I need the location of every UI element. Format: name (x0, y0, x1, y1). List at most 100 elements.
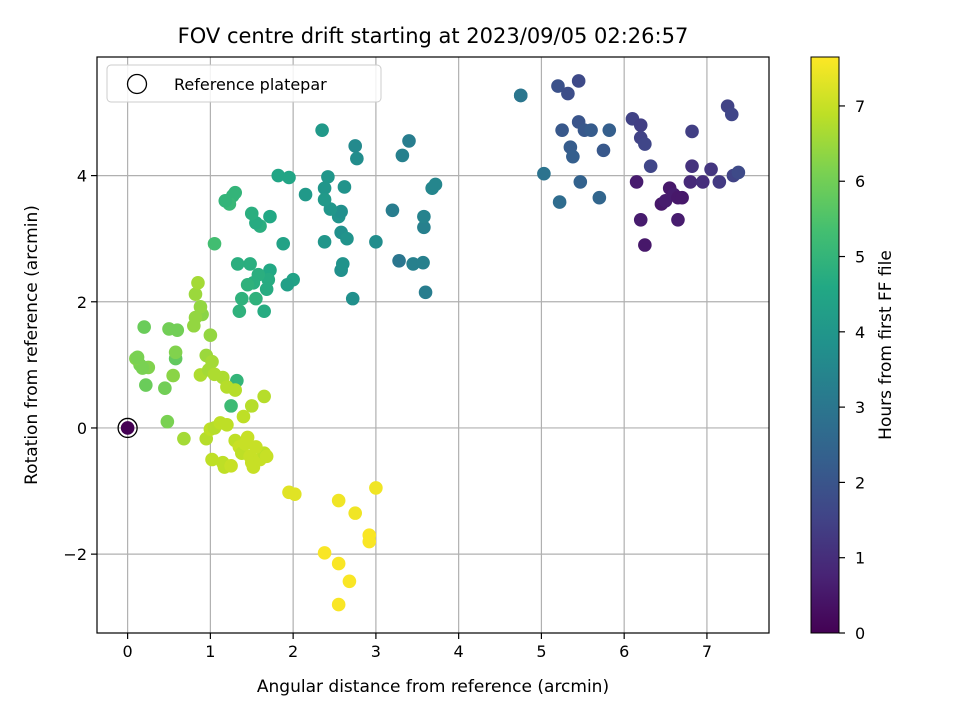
data-point (130, 350, 145, 365)
data-point (418, 285, 433, 300)
x-tick-label: 1 (205, 642, 215, 661)
data-point (551, 79, 565, 93)
data-point (685, 159, 699, 173)
data-point (335, 257, 350, 271)
data-point (177, 431, 191, 446)
chart-title: FOV centre drift starting at 2023/09/05 … (178, 24, 689, 48)
data-point (675, 190, 689, 205)
y-tick-label: 0 (77, 419, 87, 438)
data-point (228, 383, 243, 397)
data-point (695, 175, 710, 189)
data-point (342, 574, 357, 589)
data-point (552, 195, 567, 209)
data-point (317, 546, 332, 560)
colorbar-tick-label: 1 (855, 549, 865, 568)
data-point (120, 421, 135, 435)
data-point (139, 378, 153, 392)
data-point (188, 287, 203, 302)
colorbar-ticks: 0 1 2 3 4 5 6 7 (839, 97, 865, 643)
data-point (416, 255, 430, 270)
x-tick-label: 6 (619, 642, 629, 661)
data-point (369, 481, 383, 495)
x-tick-label: 2 (288, 642, 298, 661)
data-point (685, 124, 699, 139)
data-point (276, 236, 291, 251)
colorbar-tick-label: 7 (855, 97, 865, 116)
colorbar-tick-label: 4 (855, 323, 865, 342)
data-point (317, 192, 332, 207)
data-point (724, 107, 739, 122)
data-point (244, 206, 259, 221)
data-point (224, 399, 238, 413)
data-point (369, 235, 383, 249)
data-point (259, 449, 274, 464)
data-point (203, 328, 218, 343)
y-axis-label: Rotation from reference (arcmin) (22, 205, 42, 485)
data-point (193, 300, 208, 314)
data-point (271, 168, 286, 183)
data-point (731, 165, 746, 180)
data-point (244, 399, 259, 413)
data-point (224, 459, 238, 473)
data-point (230, 257, 245, 271)
data-point (428, 177, 443, 192)
data-point (331, 556, 346, 571)
y-tick-label: 4 (77, 167, 87, 186)
data-point (596, 143, 611, 158)
data-point (385, 203, 400, 218)
colorbar-label: Hours from first FF file (876, 250, 896, 440)
data-point (350, 151, 364, 166)
x-tick-label: 7 (702, 642, 712, 661)
data-point (287, 487, 302, 502)
data-point (205, 452, 219, 467)
data-point (298, 187, 313, 202)
data-point (137, 320, 151, 334)
data-point (348, 139, 363, 153)
data-point (331, 597, 346, 612)
data-point (571, 74, 586, 88)
reference-marker (117, 417, 138, 439)
legend-box (106, 64, 382, 103)
data-point (334, 204, 348, 219)
data-point (592, 190, 607, 205)
data-point (187, 318, 201, 333)
data-point (166, 368, 180, 383)
data-point (191, 276, 205, 290)
x-axis-ticks: 0 1 2 3 4 5 6 7 (123, 633, 712, 661)
data-point (232, 304, 247, 319)
grid-lines (97, 57, 769, 633)
data-point (160, 414, 175, 429)
data-point (633, 118, 648, 132)
data-point (162, 322, 176, 336)
data-point (249, 440, 263, 454)
data-point (240, 430, 255, 445)
data-point (683, 175, 698, 189)
data-point (220, 418, 234, 432)
data-point (315, 123, 329, 137)
colorbar-tick-label: 3 (855, 398, 865, 417)
y-axis-ticks: −2 0 2 4 (63, 167, 97, 564)
data-point (392, 253, 406, 268)
data-point (402, 134, 416, 148)
data-point (168, 345, 183, 360)
data-point (317, 235, 332, 249)
data-point (259, 282, 274, 296)
data-point (712, 175, 727, 189)
data-point (280, 277, 295, 292)
data-point (362, 534, 377, 549)
data-point (218, 194, 233, 208)
legend: Reference platepar (106, 64, 382, 103)
data-point (638, 137, 652, 151)
x-tick-label: 0 (123, 642, 133, 661)
data-point (633, 212, 648, 227)
data-point (317, 181, 332, 196)
data-point (345, 291, 360, 306)
data-point (671, 212, 685, 227)
data-point (263, 209, 277, 224)
data-point (573, 175, 588, 189)
x-tick-label: 3 (371, 642, 381, 661)
colorbar-tick-label: 2 (855, 473, 865, 492)
colorbar (810, 56, 840, 634)
data-point (348, 506, 363, 520)
